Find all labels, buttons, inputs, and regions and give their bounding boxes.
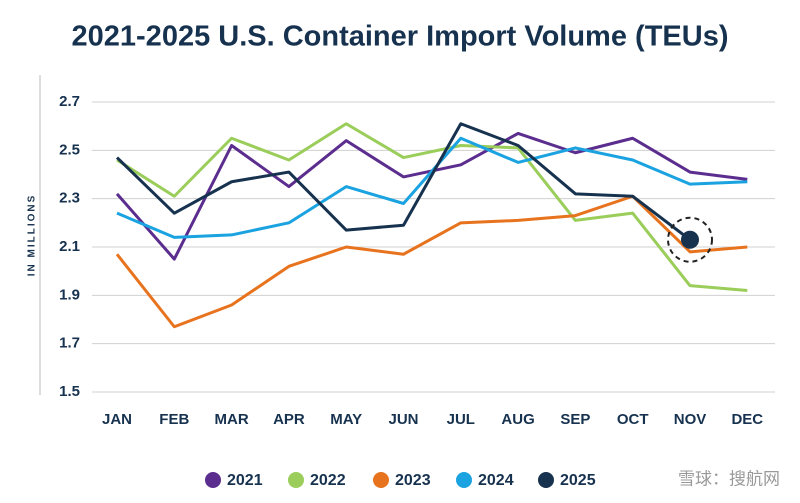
legend-swatch (538, 472, 554, 488)
y-tick-label: 2.3 (59, 190, 80, 207)
x-tick-label: DEC (731, 411, 763, 428)
y-tick-label: 2.5 (59, 141, 80, 158)
y-tick-label: 1.9 (59, 286, 80, 303)
legend-label: 2023 (395, 472, 431, 489)
x-tick-label: SEP (560, 411, 590, 428)
y-axis-title: IN MILLIONS (27, 194, 38, 277)
legend-swatch (456, 472, 472, 488)
legend-label: 2022 (310, 472, 346, 489)
legend-label: 2025 (560, 472, 596, 489)
series-line (116, 136, 748, 239)
y-tick-label: 2.7 (59, 93, 80, 110)
legend-label: 2024 (478, 472, 514, 489)
legend-swatch (205, 472, 221, 488)
x-tick-label: NOV (674, 411, 707, 428)
x-tick-label: APR (273, 411, 305, 428)
legend-swatch (288, 472, 304, 488)
x-tick-label: JUL (447, 411, 475, 428)
x-tick-label: FEB (159, 411, 189, 428)
y-tick-label: 1.5 (59, 383, 80, 400)
series-line (115, 194, 748, 329)
chart-title: 2021-2025 U.S. Container Import Volume (… (72, 21, 729, 53)
highlight-ring (667, 216, 713, 263)
x-tick-label: JAN (102, 411, 132, 428)
x-tick-label: OCT (617, 411, 649, 428)
highlight-point (681, 230, 699, 249)
x-tick-label: JUN (388, 411, 418, 428)
legend-label: 2021 (227, 472, 263, 489)
x-tick-label: MAR (215, 411, 249, 428)
series-line (116, 122, 748, 292)
watermark: 雪球：搜航网 (678, 469, 780, 488)
legend-swatch (373, 472, 389, 488)
x-tick-label: MAY (330, 411, 362, 428)
x-tick-label: AUG (501, 411, 534, 428)
series-line (115, 122, 691, 241)
y-tick-label: 2.1 (59, 238, 80, 255)
y-tick-label: 1.7 (59, 335, 80, 352)
